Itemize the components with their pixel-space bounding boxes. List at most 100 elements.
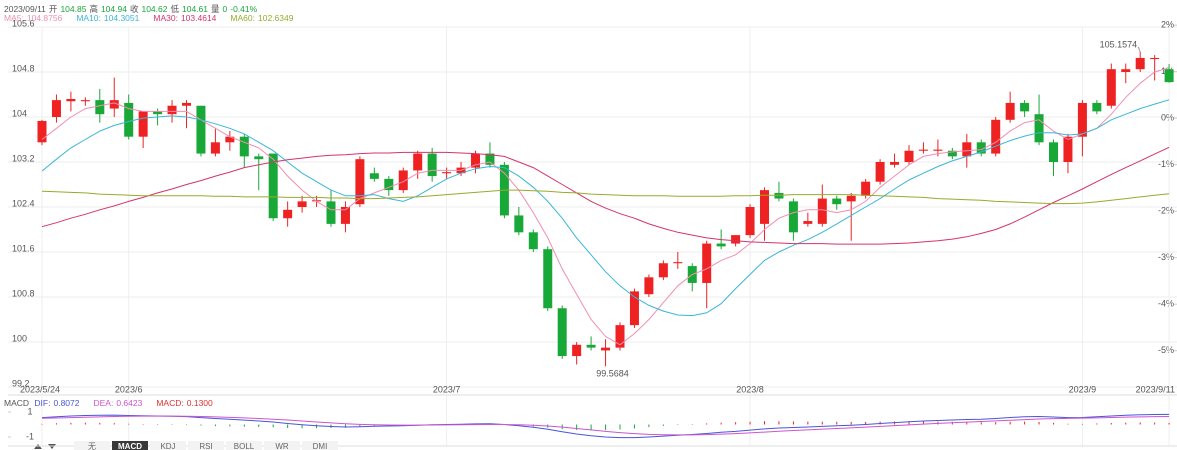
candle-body <box>875 162 885 182</box>
legend-value: 103.4614 <box>180 13 217 23</box>
candle-body <box>962 142 972 157</box>
legend-name: DEA <box>93 398 113 408</box>
y2-tick-label: 2% <box>1161 20 1174 30</box>
candle-body <box>254 156 264 160</box>
candle-body <box>1005 102 1015 120</box>
candle-body <box>918 149 928 151</box>
open-label: 开 <box>48 4 58 14</box>
macd-bar <box>706 423 708 425</box>
candle-body <box>297 201 307 207</box>
legend-name: MACD <box>156 398 183 408</box>
macd-bar <box>171 424 173 425</box>
candle-body <box>832 198 842 205</box>
macd-bar <box>662 424 664 426</box>
macd-bar <box>778 421 780 425</box>
close-value: 104.62 <box>141 4 168 14</box>
macd-line <box>41 413 1170 439</box>
macd-bar <box>619 424 621 430</box>
candle-body <box>427 153 437 177</box>
candle-body <box>760 190 769 224</box>
legend-name: DIF <box>34 398 50 408</box>
volume-value: 0 <box>222 4 228 14</box>
candle-body <box>95 100 105 115</box>
legend-value: 0.6423 <box>116 398 143 408</box>
ma-line <box>41 99 1170 317</box>
candle-body <box>1049 142 1058 162</box>
macd-bar <box>633 424 635 429</box>
y2-tick-label: 0% <box>1161 113 1174 123</box>
macd-bar <box>691 424 693 425</box>
indicator-tab[interactable]: DMI <box>302 441 338 450</box>
legend-value: 0.1300 <box>186 398 213 408</box>
candle-body <box>182 102 191 106</box>
macd-bar <box>128 423 130 425</box>
candle-body <box>557 308 567 357</box>
y-tick-label: 104.8 <box>12 63 35 73</box>
macd-bar <box>113 423 115 425</box>
macd-bar <box>1154 422 1156 425</box>
macd-bar <box>1053 422 1054 425</box>
candle-body <box>1106 69 1116 106</box>
candle-body <box>1150 57 1160 60</box>
candle-body <box>413 153 423 171</box>
macd-bar <box>605 424 607 431</box>
candle-body <box>788 201 798 233</box>
indicator-tab[interactable]: KDJ <box>150 441 186 450</box>
ma-line <box>41 146 1170 245</box>
candle-body <box>51 100 61 117</box>
candle-body <box>369 173 379 179</box>
y2-tick-label: -2% <box>1158 206 1174 216</box>
y-tick-label: 102.4 <box>12 198 35 208</box>
open-value: 104.85 <box>60 4 87 14</box>
candle-body <box>196 105 206 154</box>
legend-name: MA60 <box>230 13 255 23</box>
candle-body <box>210 142 220 154</box>
macd-bar <box>735 422 737 425</box>
candle-body <box>398 170 408 191</box>
macd-legend: MACD DIF0.8072DEA0.6423MACD0.1300 <box>4 398 216 408</box>
legend-name: MA5 <box>4 13 24 23</box>
candle-body <box>991 119 1001 154</box>
macd-bar <box>865 421 867 425</box>
macd-bar <box>55 423 57 425</box>
ma-line <box>41 189 1170 205</box>
macd-bar <box>764 421 765 425</box>
candle-body <box>80 100 90 102</box>
candle-body <box>442 172 452 174</box>
macd-bar <box>99 422 101 425</box>
candle-body <box>37 120 47 143</box>
candle-body <box>572 344 582 357</box>
x-tick-label: 2023/7 <box>433 384 461 394</box>
candle-body <box>355 159 365 205</box>
macd-bar <box>316 424 318 429</box>
macd-title: MACD <box>4 398 30 408</box>
candle-body <box>1164 69 1174 83</box>
macd-bar <box>1096 423 1098 425</box>
candle-body <box>1034 114 1044 143</box>
candle-body <box>933 149 943 151</box>
y-tick-label: 100 <box>12 333 27 343</box>
change-value: -0.41% <box>230 4 258 14</box>
macd-bar <box>1139 422 1141 425</box>
candle-body <box>586 344 596 348</box>
candle-body <box>485 153 495 165</box>
indicator-tab[interactable]: MACD <box>112 441 148 450</box>
y-tick-label: 105.6 <box>12 18 35 28</box>
macd-bar <box>836 421 838 425</box>
macd-bar <box>821 421 823 425</box>
legend-name: MA10 <box>76 13 101 23</box>
macd-bar <box>677 424 679 425</box>
low-value: 104.61 <box>181 4 208 14</box>
indicator-tab[interactable]: WR <box>264 441 300 450</box>
y-tick-label: 104 <box>12 108 27 118</box>
candle-body <box>1092 102 1102 112</box>
macd-bar <box>41 423 43 425</box>
macd-tick-label: -1 <box>26 431 34 441</box>
macd-bar <box>200 424 202 426</box>
indicator-tab[interactable]: BOLL <box>226 441 262 450</box>
indicator-tab[interactable]: 无 <box>74 441 110 450</box>
macd-bar <box>922 421 924 425</box>
indicator-tab[interactable]: RSI <box>188 441 224 450</box>
candle-body <box>976 142 986 154</box>
